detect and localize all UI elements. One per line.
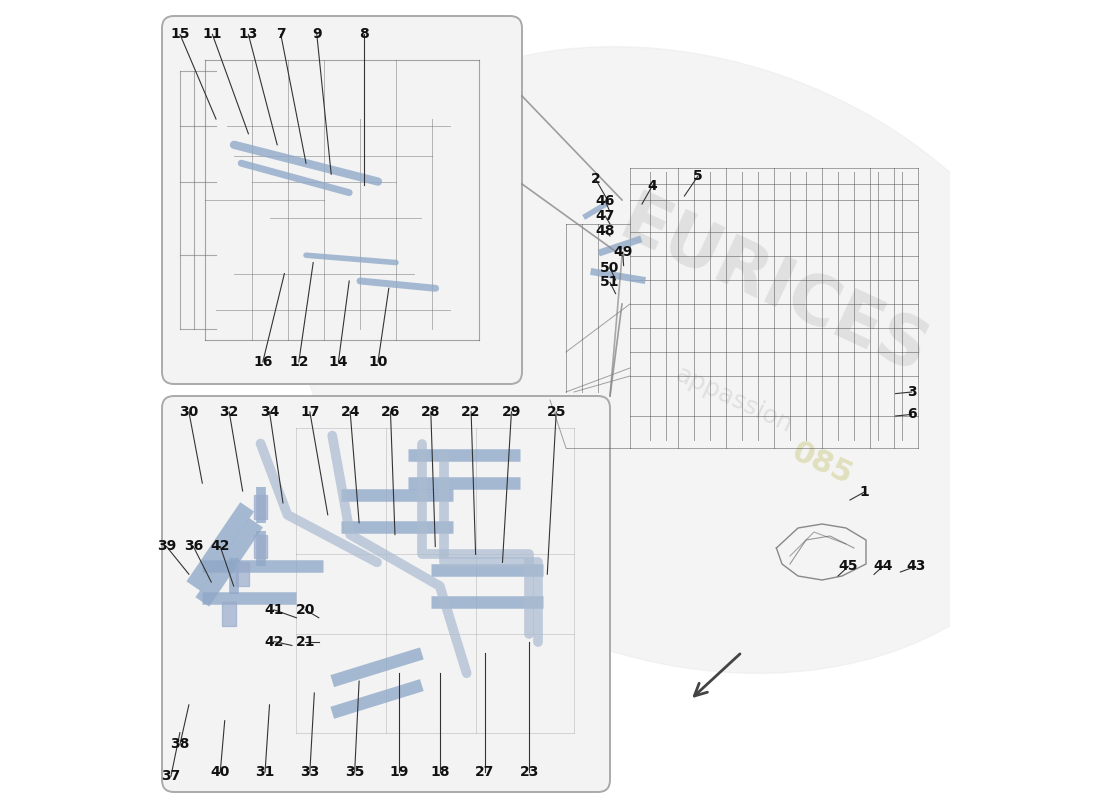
Text: 14: 14 <box>329 355 348 369</box>
Text: 3: 3 <box>906 385 916 399</box>
Text: 15: 15 <box>170 27 189 42</box>
Text: 47: 47 <box>595 209 615 223</box>
Text: 29: 29 <box>502 405 521 419</box>
Text: 32: 32 <box>220 405 239 419</box>
Text: 33: 33 <box>300 765 319 779</box>
Text: 43: 43 <box>906 559 925 574</box>
Text: 24: 24 <box>340 405 360 419</box>
Bar <box>254 534 267 558</box>
Text: 10: 10 <box>368 355 387 369</box>
Text: 28: 28 <box>421 405 440 419</box>
Text: 21: 21 <box>296 634 315 649</box>
Text: 44: 44 <box>873 559 892 574</box>
Text: 7: 7 <box>276 27 286 42</box>
Text: 36: 36 <box>184 539 204 554</box>
Text: 6: 6 <box>906 407 916 422</box>
Text: 40: 40 <box>210 765 230 779</box>
Text: 45: 45 <box>838 559 858 574</box>
Text: 2: 2 <box>591 172 601 186</box>
Text: 34: 34 <box>260 405 279 419</box>
Text: 42: 42 <box>210 539 230 554</box>
Text: 23: 23 <box>519 765 539 779</box>
Text: 13: 13 <box>239 27 258 42</box>
Text: 18: 18 <box>430 765 450 779</box>
Text: 5: 5 <box>693 169 703 183</box>
Bar <box>235 562 250 586</box>
Bar <box>254 495 267 518</box>
Text: 17: 17 <box>300 405 319 419</box>
Text: 26: 26 <box>381 405 400 419</box>
Text: 8: 8 <box>359 27 369 42</box>
Text: 31: 31 <box>255 765 275 779</box>
Text: 46: 46 <box>595 194 615 208</box>
Text: 4: 4 <box>648 178 658 193</box>
Text: 42: 42 <box>264 634 284 649</box>
Text: 30: 30 <box>179 405 198 419</box>
FancyBboxPatch shape <box>162 396 610 792</box>
Text: 11: 11 <box>202 27 222 42</box>
Bar <box>222 602 235 626</box>
Text: 48: 48 <box>595 224 615 238</box>
Text: 35: 35 <box>345 765 364 779</box>
Text: 39: 39 <box>157 539 176 554</box>
Text: 9: 9 <box>312 27 321 42</box>
Text: EURICES: EURICES <box>609 187 938 389</box>
FancyBboxPatch shape <box>162 16 522 384</box>
Text: 49: 49 <box>613 245 632 259</box>
Text: 085: 085 <box>786 438 857 490</box>
Ellipse shape <box>296 46 1076 674</box>
Text: 51: 51 <box>601 275 619 290</box>
Text: 12: 12 <box>289 355 308 369</box>
Text: appassion: appassion <box>671 362 796 438</box>
Text: 16: 16 <box>253 355 273 369</box>
Text: 50: 50 <box>601 261 619 275</box>
Text: 22: 22 <box>461 405 481 419</box>
Text: 37: 37 <box>162 769 180 783</box>
Text: 19: 19 <box>389 765 409 779</box>
Text: 38: 38 <box>170 738 189 751</box>
Text: 20: 20 <box>296 603 315 617</box>
Text: 41: 41 <box>264 603 284 617</box>
Text: 1: 1 <box>859 485 869 499</box>
Text: 27: 27 <box>475 765 494 779</box>
Text: 25: 25 <box>547 405 567 419</box>
